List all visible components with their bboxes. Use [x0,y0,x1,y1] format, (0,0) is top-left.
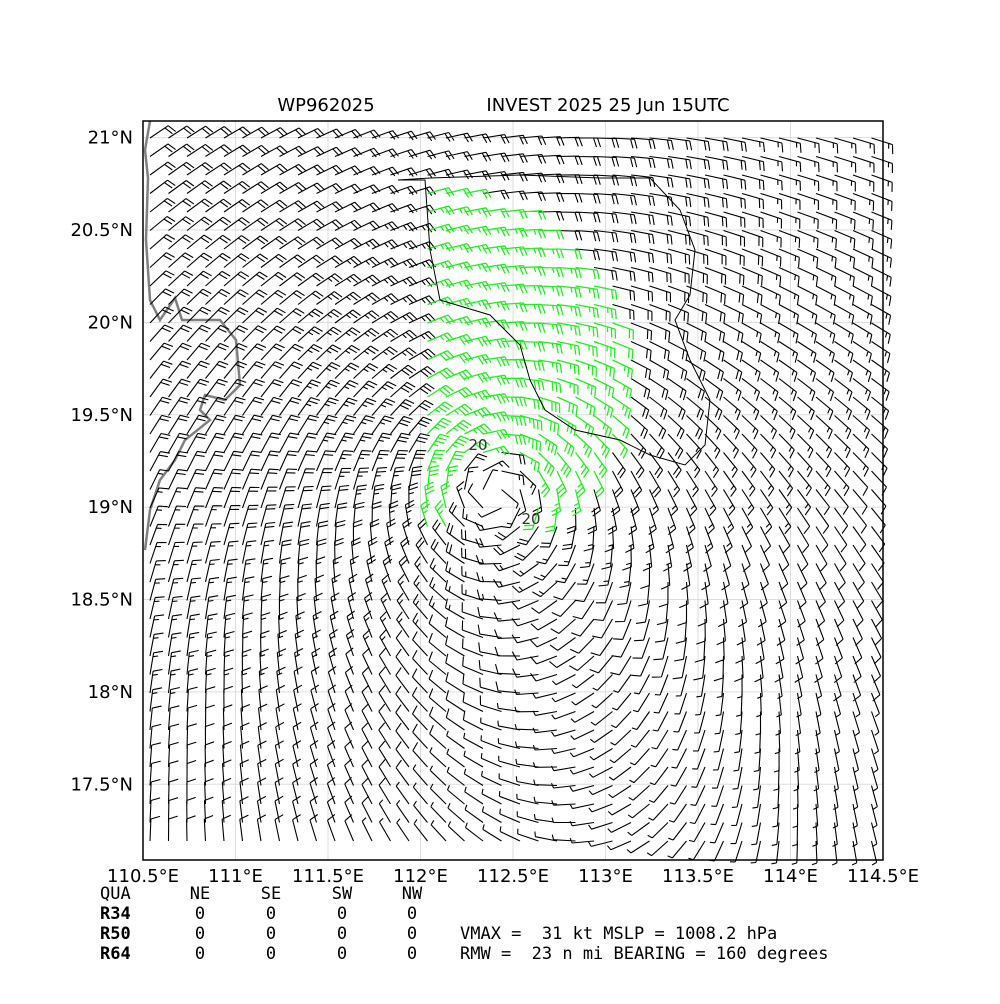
map-title: INVEST 2025 25 Jun 15UTC [486,95,729,116]
barb-green [420,186,634,533]
contour-label: 20 [468,436,487,454]
table-cell: SW [332,884,353,904]
table-cell: 0 [266,924,276,944]
y-tick-label: 17.5°N [70,774,133,795]
y-tick-label: 18.5°N [70,590,133,611]
x-tick-label: 113°E [578,866,633,887]
table-cell: 0 [195,904,205,924]
y-tick-label: 18°N [88,682,133,703]
wind-barbs [149,125,894,866]
table-cell: 0 [337,944,347,964]
x-tick-label: 112°E [393,866,448,887]
table-cell: 0 [337,904,347,924]
table-cell: 0 [195,944,205,964]
table-cell: 0 [195,924,205,944]
row-label: R50 [100,924,131,944]
table-cell: 0 [407,904,417,924]
y-tick-label: 19°N [88,497,133,518]
info-line: RMW = 23 n mi BEARING = 160 degrees [460,944,828,964]
table-cell: 0 [407,924,417,944]
x-tick-label: 113.5°E [662,866,734,887]
table-cell: NE [190,884,210,904]
row-label: R64 [100,944,131,964]
table-cell: 0 [266,944,276,964]
contour-label: 20 [521,510,540,528]
y-tick-label: 20.5°N [70,220,133,241]
x-tick-label: 110.5°E [107,866,179,887]
y-tick-label: 19.5°N [70,405,133,426]
x-tick-label: 111°E [208,866,263,887]
y-tick-label: 20°N [88,312,133,333]
y-tick-label: 21°N [88,128,133,149]
x-tick-label: 114°E [763,866,818,887]
table-cell: 0 [266,904,276,924]
storm-id: WP962025 [277,95,374,116]
x-tick-label: 112.5°E [477,866,549,887]
info-line: VMAX = 31 kt MSLP = 1008.2 hPa [460,924,777,944]
table-cell: 0 [337,924,347,944]
barb-black [149,125,894,866]
table-cell: SE [261,884,281,904]
axes-frame [142,120,884,861]
contour-line [397,174,711,466]
row-label: R34 [100,904,131,924]
x-tick-label: 114.5°E [847,866,919,887]
row-label: QUA [100,884,131,904]
x-tick-label: 111.5°E [292,866,364,887]
table-cell: NW [402,884,423,904]
coastline [143,120,242,551]
table-cell: 0 [407,944,417,964]
